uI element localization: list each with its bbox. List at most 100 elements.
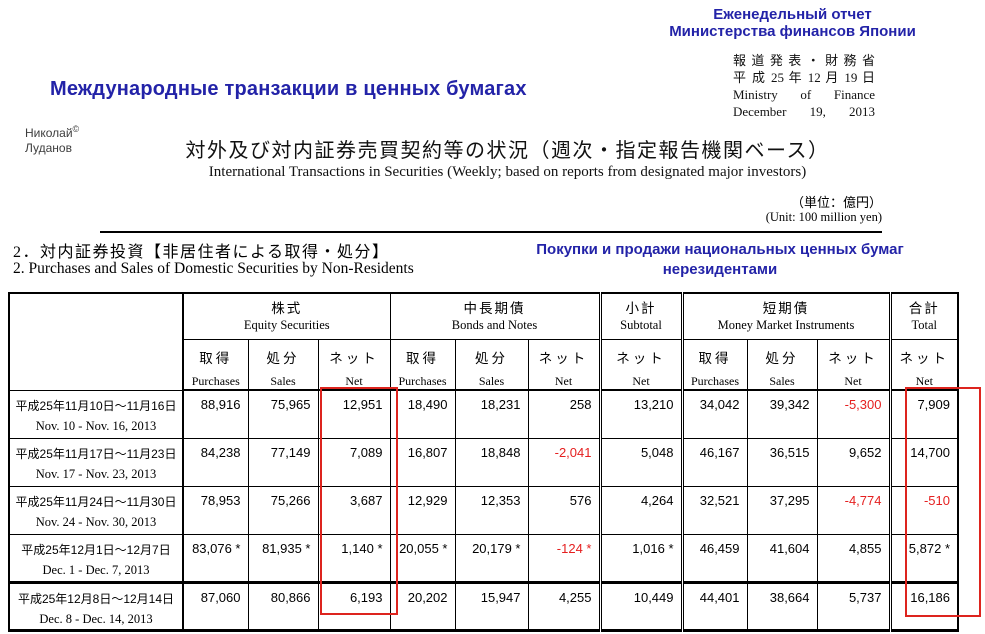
row-period-cell: 平成25年11月17日～11月23日 Nov. 17 - Nov. 23, 201… [8,437,184,487]
value-cell: 5,872 * [888,533,959,583]
value-cell: 44,401 [680,580,748,631]
row-period-en: Nov. 24 - Nov. 30, 2013 [35,514,157,529]
value-cell: 5,048 [598,437,683,487]
col-header-label-jp: ネット [538,351,589,366]
value-cell: 16,807 [389,437,456,487]
col-group-label-en: Bonds and Notes [451,318,538,332]
col-header-label-jp: 処分 [765,351,799,366]
col-header-label-en: Purchases [191,374,240,388]
col-header-label-jp: ネット [828,351,878,366]
value-cell: 46,167 [680,437,748,487]
col-header-label-en: Net [844,374,862,388]
row-period-cell: 平成25年12月1日～12月7日 Dec. 1 - Dec. 7, 2013 [8,533,184,583]
col-header-label-en: Net [915,374,933,388]
value-cell: 87,060 [182,580,249,631]
value-cell: 7,089 [317,437,391,487]
col-group-equity-securities: 株式 Equity Securities [182,292,391,340]
weekly-report-label: Еженедельный отчет Министерства финансов… [600,6,985,40]
value-cell: 6,193 [317,580,391,631]
col-group-label-jp: 短期債 [762,301,810,316]
weekly-report-label-line1: Еженедельный отчет [713,6,872,23]
table-row: 平成25年11月17日～11月23日 Nov. 17 - Nov. 23, 201… [8,437,959,487]
table-row: 平成25年11月24日～11月30日 Nov. 24 - Nov. 30, 201… [8,485,959,535]
col-header-money-market-instruments-sales: 処分 Sales [746,339,818,391]
col-group-bonds-and-notes: 中長期債 Bonds and Notes [389,292,601,340]
value-cell: 7,909 [888,389,959,439]
value-cell: 18,490 [389,389,456,439]
col-header-bonds-and-notes-purchases: 取得 Purchases [389,339,456,391]
mof-date-en: December 19, 2013 [733,104,875,119]
col-header-label-jp: 処分 [266,351,300,366]
value-cell: 12,951 [317,389,391,439]
copyright-mark: © [72,124,80,134]
value-cell: 18,848 [454,437,529,487]
value-cell: 75,965 [247,389,319,439]
author-last-name: Луданов [25,141,72,155]
value-cell: 81,935 * [247,533,319,583]
row-period-en: Dec. 8 - Dec. 14, 2013 [39,611,153,626]
value-cell: -2,041 [527,437,601,487]
value-cell: 80,866 [247,580,319,631]
section-annotation-line1: Покупки и продажи национальных ценных бу… [536,241,904,258]
row-period-cell: 平成25年11月24日～11月30日 Nov. 24 - Nov. 30, 201… [8,485,184,535]
row-period-jp: 平成25年11月17日～11月23日 [15,446,177,461]
value-cell: -5,300 [816,389,891,439]
page-title-russian: Международные транзакции в ценных бумага… [50,78,527,100]
document-title-english: International Transactions in Securities… [208,164,807,180]
col-group-label-en: Subtotal [620,318,662,332]
col-header-label-jp: 処分 [475,351,508,366]
weekly-report-label-line2: Министерства финансов Японии [669,23,916,40]
col-header-subtotal-net: ネット Net [598,339,683,391]
table-corner-cell [8,292,184,391]
col-header-label-jp: ネット [899,351,949,366]
value-cell: 18,231 [454,389,529,439]
col-group-label-jp: 合計 [908,301,940,316]
value-cell: 1,140 * [317,533,391,583]
value-cell: 4,855 [816,533,891,583]
value-cell: 9,652 [816,437,891,487]
col-header-total-net: ネット Net [888,339,959,391]
col-header-label-en: Net [345,374,363,388]
value-cell: 37,295 [746,485,818,535]
table-row: 平成25年12月1日～12月7日 Dec. 1 - Dec. 7, 2013 83,… [8,533,959,583]
securities-table-container: 株式 Equity Securities 中長期債 Bonds and Notes 小計… [8,292,981,632]
value-cell: 4,255 [527,580,601,631]
value-cell: 4,264 [598,485,683,535]
value-cell: 88,916 [182,389,249,439]
section-heading-english: 2. Purchases and Sales of Domestic Secur… [13,260,414,277]
col-group-label-en: Total [911,318,937,332]
value-cell: 83,076 * [182,533,249,583]
col-header-label-en: Net [554,374,573,388]
unit-note-japanese: （単位：億円） [790,195,882,210]
col-header-label-en: Net [632,374,650,388]
row-period-jp: 平成25年11月24日～11月30日 [15,494,177,509]
value-cell: 20,179 * [454,533,529,583]
col-group-label-en: Equity Securities [243,318,330,332]
document-title-japanese: 対外及び対内証券売買契約等の状況（週次・指定報告機関ベース） [185,140,830,162]
col-header-label-en: Sales [478,374,505,388]
value-cell: 78,953 [182,485,249,535]
value-cell: 46,459 [680,533,748,583]
row-period-cell: 平成25年12月8日～12月14日 Dec. 8 - Dec. 14, 2013 [8,580,184,631]
row-period-en: Nov. 10 - Nov. 16, 2013 [35,418,157,433]
value-cell: 5,737 [816,580,891,631]
value-cell: 576 [527,485,601,535]
col-header-equity-securities-purchases: 取得 Purchases [182,339,249,391]
value-cell: -4,774 [816,485,891,535]
row-period-jp: 平成25年12月1日～12月7日 [21,542,171,557]
col-header-bonds-and-notes-sales: 処分 Sales [454,339,529,391]
section-annotation-line2: нерезидентами [662,261,778,278]
value-cell: 41,604 [746,533,818,583]
col-group-label-jp: 小計 [625,301,657,316]
author-first-name: Николай [25,126,73,140]
value-cell: 12,929 [389,485,456,535]
value-cell: 13,210 [598,389,683,439]
row-period-cell: 平成25年11月10日～11月16日 Nov. 10 - Nov. 16, 201… [8,389,184,439]
mof-press-jp: 報 道 発 表 ・ 財 務 省 [733,53,875,68]
value-cell: 14,700 [888,437,959,487]
col-header-label-jp: 取得 [199,351,233,366]
value-cell: 16,186 [888,580,959,631]
author-watermark: Николай© Луданов [25,122,79,156]
col-header-equity-securities-sales: 処分 Sales [247,339,319,391]
